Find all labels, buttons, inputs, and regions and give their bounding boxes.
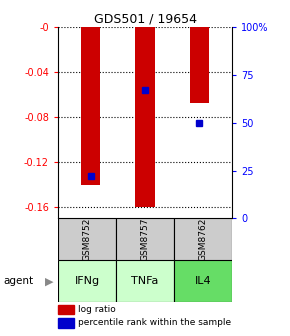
Text: IFNg: IFNg (75, 277, 99, 286)
Bar (190, 27, 209, 103)
Bar (81, 27, 100, 184)
Text: IL4: IL4 (195, 277, 211, 286)
Text: agent: agent (3, 277, 33, 286)
Bar (116, 218, 174, 260)
Text: TNFa: TNFa (131, 277, 159, 286)
Title: GDS501 / 19654: GDS501 / 19654 (93, 13, 197, 26)
Text: GSM8762: GSM8762 (198, 218, 208, 261)
Text: percentile rank within the sample: percentile rank within the sample (78, 319, 231, 327)
Bar (58, 260, 116, 302)
Bar (58, 218, 116, 260)
Bar (135, 27, 155, 207)
Text: GSM8757: GSM8757 (140, 218, 150, 261)
Text: ▶: ▶ (45, 277, 53, 286)
Bar (174, 260, 232, 302)
Text: GSM8752: GSM8752 (82, 218, 92, 261)
Text: log ratio: log ratio (78, 305, 116, 314)
Bar (174, 218, 232, 260)
Bar (116, 260, 174, 302)
